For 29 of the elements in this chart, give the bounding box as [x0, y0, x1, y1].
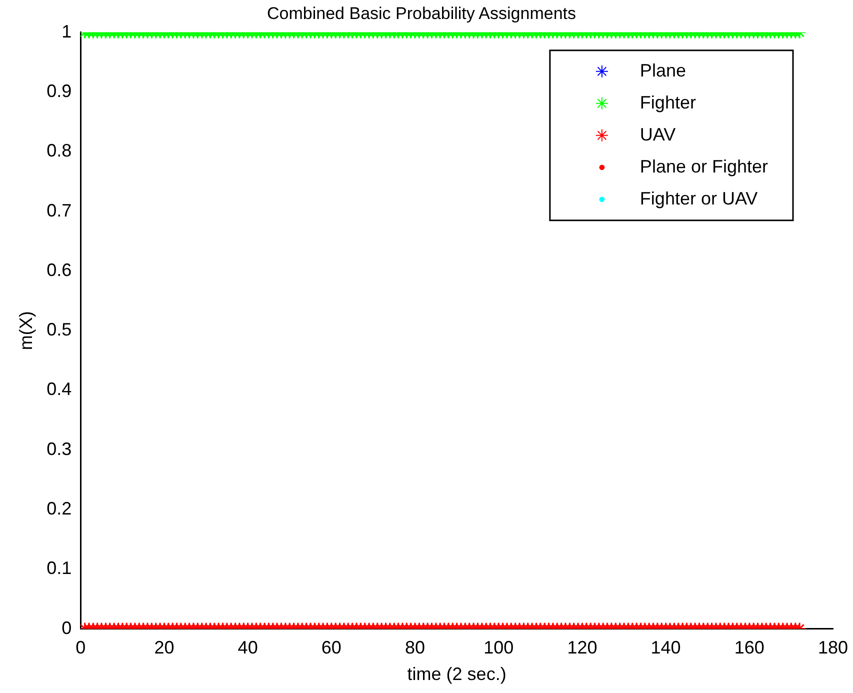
x-tick-label: 180	[818, 638, 848, 658]
x-tick-label: 120	[567, 638, 598, 658]
y-tick-label: 0.8	[46, 140, 72, 161]
y-tick-label: 1	[62, 21, 72, 42]
y-tick-label: 0	[62, 618, 72, 638]
x-tick-label: 100	[484, 638, 514, 658]
legend-label: Plane	[640, 60, 686, 80]
y-tick-label: 0.1	[46, 558, 72, 578]
x-tick-label: 40	[238, 638, 258, 658]
y-tick-label: 0.6	[46, 260, 72, 280]
legend-label: Plane or Fighter	[640, 156, 768, 176]
x-tick-label: 140	[650, 638, 681, 658]
legend-label: Fighter	[640, 92, 696, 112]
x-tick-label: 80	[404, 638, 426, 658]
legend-label: UAV	[640, 124, 676, 144]
legend-label: Fighter or UAV	[640, 188, 758, 208]
y-axis-title: m(X)	[16, 311, 36, 350]
x-tick-label: 0	[76, 638, 86, 658]
y-tick-label: 0.7	[46, 200, 72, 220]
x-tick-label: 160	[734, 638, 764, 658]
y-tick-label: 0.3	[46, 438, 72, 459]
x-tick-label: 20	[154, 638, 174, 658]
y-tick-label: 0.4	[46, 379, 72, 400]
x-axis-title: time (2 sec.)	[407, 664, 506, 684]
chart-title: Combined Basic Probability Assignments	[267, 4, 576, 23]
x-tick-label: 60	[321, 638, 342, 658]
y-tick-label: 0.5	[46, 320, 72, 340]
y-tick-label: 0.9	[46, 81, 72, 102]
y-tick-label: 0.2	[46, 498, 72, 518]
